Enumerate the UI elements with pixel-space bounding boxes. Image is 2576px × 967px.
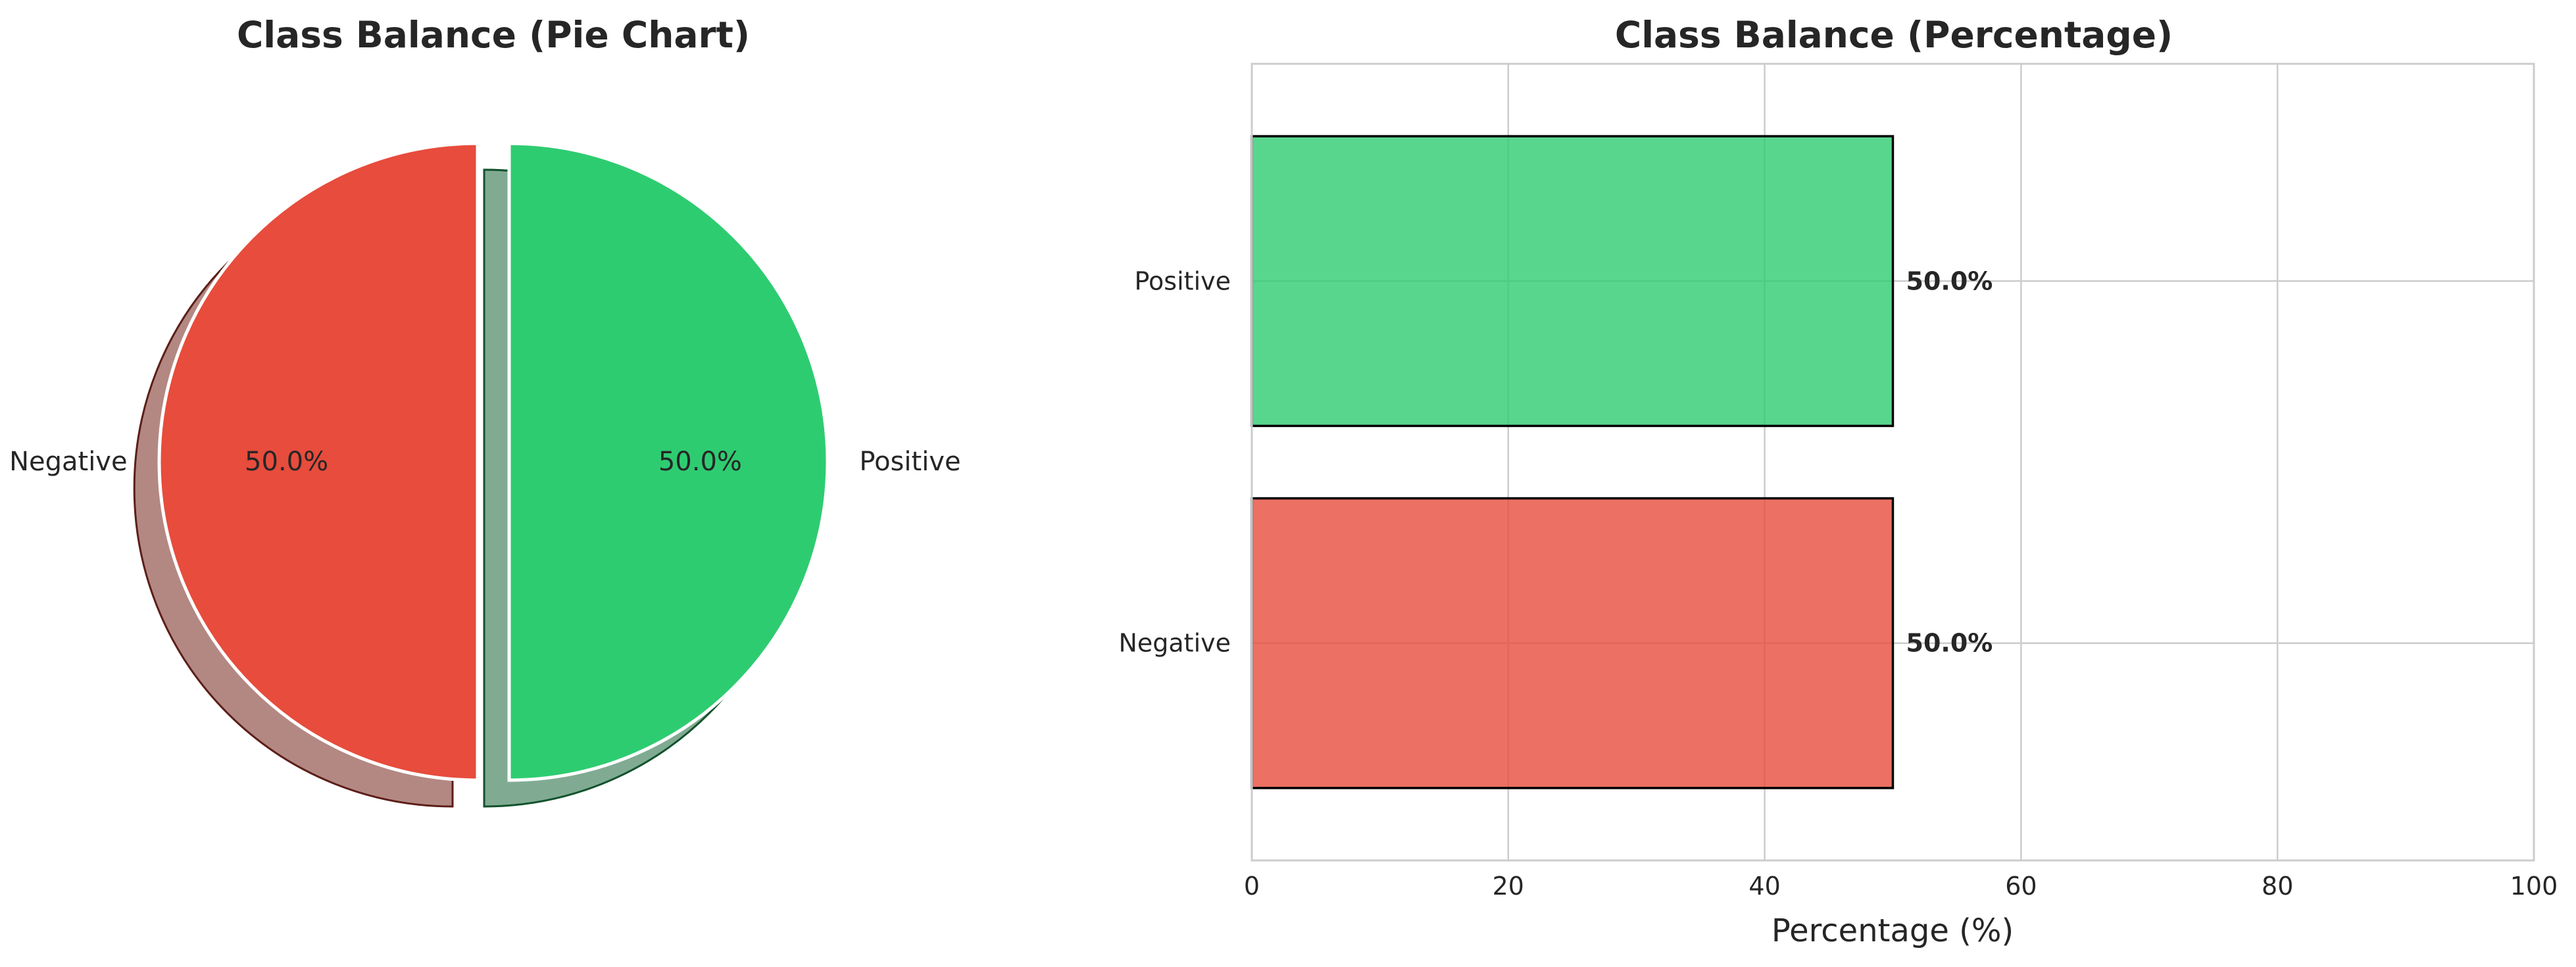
x-tick-label: 0 (1244, 872, 1260, 901)
bar-chart-title: Class Balance (Percentage) (1615, 14, 2173, 56)
bar-chart-panel: Class Balance (Percentage) 0 20 40 60 80 100 N… (1118, 14, 2558, 949)
pie-percent-label-positive: 50.0% (658, 447, 742, 477)
x-tick-label: 20 (1493, 872, 1524, 901)
x-tick-label: 100 (2510, 872, 2558, 901)
pie-labels: 50.0% Negative 50.0% Positive (9, 447, 961, 477)
pie-category-label-positive: Positive (859, 447, 960, 477)
bar-positive (1251, 135, 1895, 428)
y-tick-label-positive: Positive (1135, 266, 1231, 295)
x-tick-label: 40 (1748, 872, 1780, 901)
pie-category-label-negative: Negative (9, 447, 128, 477)
pie-slice-negative (157, 141, 480, 782)
bar-negative (1251, 497, 1895, 789)
bar-bars (1251, 135, 1895, 789)
bar-value-label-positive: 50.0% (1906, 266, 1993, 295)
y-tick-label-negative: Negative (1118, 629, 1231, 658)
pie-slice-positive (507, 141, 830, 782)
x-axis-label: Percentage (%) (1771, 912, 2014, 949)
plot-frame (1251, 62, 2535, 862)
pie-percent-label-negative: 50.0% (245, 447, 328, 477)
bar-value-label-negative: 50.0% (1906, 629, 1993, 658)
bar-labels: 0 20 40 60 80 100 Negative 50.0% Positive 50.0% (1118, 266, 2558, 901)
x-tick-label: 60 (2005, 872, 2037, 901)
pie-slices (157, 141, 830, 782)
pie-chart-title: Class Balance (Pie Chart) (237, 14, 750, 56)
pie-chart-panel: Class Balance (Pie Chart) 50.0%Negative 5… (9, 14, 961, 808)
x-tick-label: 80 (2262, 872, 2293, 901)
